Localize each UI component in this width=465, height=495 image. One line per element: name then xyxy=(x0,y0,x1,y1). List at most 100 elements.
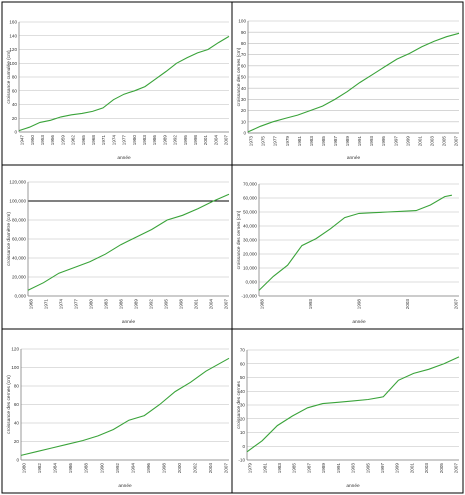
x-tick-label: 2007 xyxy=(224,135,229,146)
y-tick-label: 0,000 xyxy=(246,280,258,285)
x-tick-label: 1987 xyxy=(306,463,311,474)
x-tick-label: 1995 xyxy=(365,463,370,474)
x-tick-label: 1997 xyxy=(393,136,398,147)
y-axis-label: croissance des cernes (cm) xyxy=(236,47,242,106)
x-tick-label: 2007 xyxy=(224,299,229,310)
y-tick-label: 70 xyxy=(241,52,247,57)
x-tick-label: 2004 xyxy=(208,463,213,474)
x-tick-label: 1959 xyxy=(60,135,65,146)
y-tick-label: 30 xyxy=(240,403,246,408)
y-tick-label: 60,000 xyxy=(243,196,257,201)
x-tick-label: 1981 xyxy=(297,136,302,147)
y-tick-label: 0 xyxy=(243,131,246,136)
y-tick-label: 40,000 xyxy=(243,224,257,229)
x-tick-label: 2004 xyxy=(213,135,218,146)
y-tick-label: 10 xyxy=(240,430,246,435)
x-tick-label: 1992 xyxy=(173,135,178,146)
x-tick-label: 1989 xyxy=(134,299,139,310)
x-tick-label: 1986 xyxy=(152,135,157,146)
y-tick-label: 30,000 xyxy=(243,238,257,243)
x-tick-label: 2005 xyxy=(442,136,447,147)
x-tick-label: 2001 xyxy=(194,299,199,310)
x-tick-label: 1950 xyxy=(30,135,35,146)
chart-panel-border xyxy=(231,328,464,494)
series-line xyxy=(247,32,460,133)
x-tick-label: 1991 xyxy=(336,463,341,474)
x-axis-label: année xyxy=(117,155,131,161)
x-tick-label: 1980 xyxy=(22,463,27,474)
y-tick-label: 40 xyxy=(241,86,247,91)
x-tick-label: 1965 xyxy=(81,135,86,146)
x-tick-label: 1999 xyxy=(395,463,400,474)
y-tick-label: 20,000 xyxy=(243,252,257,257)
x-tick-label: 1979 xyxy=(248,463,253,474)
x-tick-label: 2007 xyxy=(454,463,459,474)
x-tick-label: 1968 xyxy=(29,299,34,310)
y-tick-label: 50 xyxy=(241,75,247,80)
x-tick-label: 1986 xyxy=(119,299,124,310)
series-line xyxy=(20,357,230,456)
x-tick-label: 1995 xyxy=(164,299,169,310)
x-tick-label: 2007 xyxy=(454,136,459,147)
x-tick-label: 1989 xyxy=(162,135,167,146)
y-tick-label: 10 xyxy=(241,119,247,124)
x-tick-label: 1956 xyxy=(50,135,55,146)
x-tick-label: 1947 xyxy=(20,135,25,146)
chart-panel-border xyxy=(231,164,464,330)
y-tick-label: 120 xyxy=(11,347,19,352)
y-tick-label: 70 xyxy=(240,348,246,353)
y-tick-label: 140 xyxy=(9,33,17,38)
y-tick-label: 0,000 xyxy=(15,294,27,299)
x-tick-label: 1971 xyxy=(101,135,106,146)
y-axis-label: croissance des cernes (cm) xyxy=(236,210,242,269)
y-axis-label: croissance des cernes xyxy=(236,381,242,429)
x-tick-label: 1985 xyxy=(292,463,297,474)
x-axis-label: année xyxy=(118,483,132,489)
x-tick-label: 1998 xyxy=(357,299,362,310)
y-tick-label: 100 xyxy=(238,19,246,24)
x-tick-label: 1977 xyxy=(122,135,127,146)
x-tick-label: 1992 xyxy=(115,463,120,474)
x-tick-label: 1968 xyxy=(91,135,96,146)
chart-panel-3: 0,000 20,000 40,000 60,000 80,000 100,000 120,… xyxy=(1,164,233,330)
x-axis-label: année xyxy=(347,155,361,161)
y-tick-label: 20 xyxy=(12,116,18,121)
x-tick-label: 1973 xyxy=(249,136,254,147)
x-tick-label: 1985 xyxy=(321,136,326,147)
x-tick-label: 1994 xyxy=(130,463,135,474)
y-tick-label: 120,000 xyxy=(9,180,26,185)
series-line xyxy=(258,194,453,291)
x-tick-label: 1984 xyxy=(53,463,58,474)
x-tick-label: 1982 xyxy=(37,463,42,474)
y-tick-label: 80 xyxy=(241,41,247,46)
x-tick-label: 1986 xyxy=(68,463,73,474)
x-tick-label: 1962 xyxy=(71,135,76,146)
y-tick-label: 40 xyxy=(12,102,18,107)
y-tick-label: 20,000 xyxy=(12,275,26,280)
chart-panel-4: -10,000 0,000 10,000 20,000 30,000 40,000 50,0… xyxy=(231,164,464,330)
y-tick-label: 0 xyxy=(16,458,19,463)
y-tick-label: 60 xyxy=(241,63,247,68)
y-tick-label: 0 xyxy=(242,444,245,449)
chart-panel-border xyxy=(1,1,233,166)
x-tick-label: 2001 xyxy=(409,463,414,474)
y-tick-label: 120 xyxy=(9,47,17,52)
x-tick-label: 2007 xyxy=(454,299,459,310)
x-tick-label: 1977 xyxy=(74,299,79,310)
x-tick-label: 1988 xyxy=(260,299,265,310)
x-tick-label: 1977 xyxy=(273,136,278,147)
x-tick-label: 1953 xyxy=(40,135,45,146)
x-tick-label: 1974 xyxy=(59,299,64,310)
x-tick-label: 1979 xyxy=(285,136,290,147)
x-tick-label: 2005 xyxy=(439,463,444,474)
x-tick-label: 1990 xyxy=(99,463,104,474)
x-tick-label: 1974 xyxy=(111,135,116,146)
x-tick-label: 1991 xyxy=(357,136,362,147)
x-tick-label: 1980 xyxy=(132,135,137,146)
x-tick-label: 1999 xyxy=(405,136,410,147)
y-tick-label: 160 xyxy=(9,20,17,25)
y-tick-label: 90 xyxy=(241,30,247,35)
x-tick-label: 1989 xyxy=(321,463,326,474)
y-tick-label: 100 xyxy=(9,61,17,66)
chart-panel-2: 0 10 20 30 40 50 60 70 80 90 100 1973 1975 1977 1979 19… xyxy=(231,1,464,166)
